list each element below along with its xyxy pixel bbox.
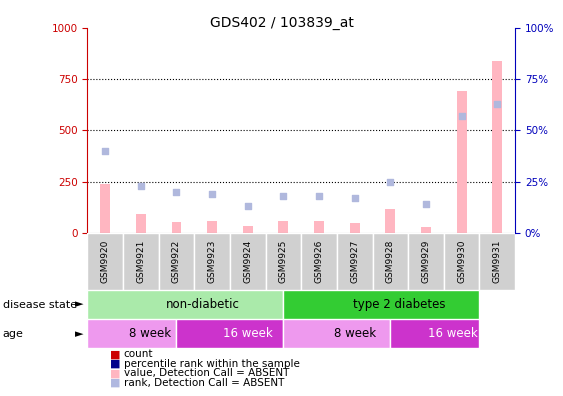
- Bar: [390, 319, 480, 348]
- Bar: [243, 226, 253, 233]
- Text: GSM9926: GSM9926: [315, 240, 324, 283]
- Point: [136, 183, 145, 189]
- Point: [279, 193, 288, 199]
- Text: GSM9927: GSM9927: [350, 240, 359, 283]
- Point: [422, 201, 431, 207]
- Bar: [283, 290, 480, 319]
- Bar: [279, 221, 288, 233]
- Bar: [207, 221, 217, 233]
- Point: [350, 195, 359, 201]
- Text: GSM9925: GSM9925: [279, 240, 288, 283]
- Point: [457, 113, 466, 119]
- Text: GSM9923: GSM9923: [208, 240, 217, 283]
- Text: 8 week: 8 week: [128, 327, 171, 340]
- Point: [386, 178, 395, 185]
- Text: GSM9929: GSM9929: [422, 240, 431, 283]
- Text: type 2 diabetes: type 2 diabetes: [353, 298, 445, 311]
- Bar: [123, 233, 159, 290]
- Text: ■: ■: [110, 378, 120, 388]
- Text: non-diabetic: non-diabetic: [166, 298, 240, 311]
- Bar: [301, 233, 337, 290]
- Text: disease state: disease state: [3, 299, 77, 310]
- Text: GSM9921: GSM9921: [136, 240, 145, 283]
- Bar: [230, 233, 266, 290]
- Text: count: count: [124, 349, 153, 360]
- Bar: [87, 233, 123, 290]
- Bar: [386, 209, 395, 233]
- Bar: [421, 227, 431, 233]
- Text: ■: ■: [110, 368, 120, 379]
- Text: GSM9920: GSM9920: [101, 240, 110, 283]
- Bar: [100, 184, 110, 233]
- Text: ►: ►: [74, 299, 83, 310]
- Text: 8 week: 8 week: [334, 327, 376, 340]
- Point: [315, 193, 324, 199]
- Bar: [159, 233, 194, 290]
- Text: GSM9922: GSM9922: [172, 240, 181, 283]
- Text: age: age: [3, 329, 24, 339]
- Bar: [266, 233, 301, 290]
- Text: GDS402 / 103839_at: GDS402 / 103839_at: [209, 16, 354, 30]
- Point: [101, 148, 110, 154]
- Bar: [457, 91, 467, 233]
- Point: [493, 101, 502, 107]
- Text: GSM9928: GSM9928: [386, 240, 395, 283]
- Bar: [444, 233, 480, 290]
- Bar: [493, 61, 502, 233]
- Point: [243, 203, 252, 209]
- Bar: [176, 319, 283, 348]
- Bar: [136, 214, 146, 233]
- Bar: [480, 233, 515, 290]
- Text: GSM9924: GSM9924: [243, 240, 252, 283]
- Bar: [373, 233, 408, 290]
- Bar: [194, 233, 230, 290]
- Bar: [337, 233, 373, 290]
- Text: GSM9931: GSM9931: [493, 240, 502, 283]
- Bar: [87, 290, 283, 319]
- Text: value, Detection Call = ABSENT: value, Detection Call = ABSENT: [124, 368, 289, 379]
- Text: rank, Detection Call = ABSENT: rank, Detection Call = ABSENT: [124, 378, 284, 388]
- Text: ►: ►: [74, 329, 83, 339]
- Text: 16 week: 16 week: [223, 327, 272, 340]
- Text: percentile rank within the sample: percentile rank within the sample: [124, 359, 300, 369]
- Bar: [87, 319, 176, 348]
- Bar: [350, 223, 360, 233]
- Bar: [172, 222, 181, 233]
- Point: [208, 191, 217, 197]
- Bar: [314, 221, 324, 233]
- Text: ■: ■: [110, 349, 120, 360]
- Bar: [283, 319, 390, 348]
- Text: 16 week: 16 week: [428, 327, 477, 340]
- Bar: [408, 233, 444, 290]
- Point: [172, 188, 181, 195]
- Text: ■: ■: [110, 359, 120, 369]
- Text: GSM9930: GSM9930: [457, 240, 466, 283]
